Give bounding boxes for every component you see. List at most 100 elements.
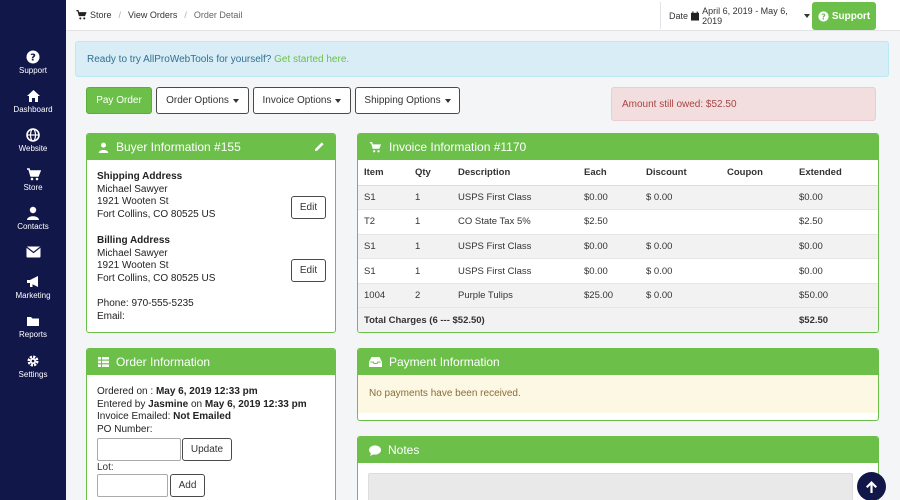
entered-by-line: Entered by Jasmine on May 6, 2019 12:33 … (97, 399, 325, 412)
breadcrumb: Store / View Orders / Order Detail (75, 9, 242, 20)
cell-item: S1 (358, 234, 409, 260)
notes-textarea[interactable] (368, 473, 853, 500)
sidebar-item-marketing-mail[interactable] (0, 246, 66, 284)
cart-icon (76, 9, 87, 20)
add-button[interactable]: Add (170, 474, 205, 497)
sidebar-item-contacts[interactable]: Contacts (0, 206, 66, 244)
cell-extended: $50.00 (793, 283, 878, 309)
breadcrumb-store-link[interactable]: Store (90, 9, 112, 20)
support-button[interactable]: ? Support (812, 2, 876, 30)
sidebar-item-support[interactable]: ? Support (0, 50, 66, 88)
promo-banner: Ready to try AllProWebTools for yourself… (75, 41, 889, 77)
sidebar-item-label: Contacts (17, 222, 49, 231)
invoice-emailed-label: Invoice Emailed: (97, 411, 171, 422)
cell-qty: 2 (409, 283, 452, 309)
edit-shipping-button[interactable]: Edit (291, 196, 326, 219)
list-icon (98, 357, 109, 367)
entered-by-label: Entered by (97, 398, 146, 410)
cell-extended: $0.00 (793, 258, 878, 284)
sidebar-item-dashboard[interactable]: Dashboard (0, 89, 66, 127)
promo-text: Ready to try AllProWebTools for yourself… (87, 54, 272, 65)
sidebar-item-settings[interactable]: Settings (0, 354, 66, 392)
cell-extended: $2.50 (793, 209, 878, 235)
invoice-emailed-line: Invoice Emailed: Not Emailed (97, 411, 325, 424)
arrow-up-icon (866, 480, 877, 493)
sidebar-item-label: Dashboard (13, 105, 53, 114)
po-number-label: PO Number: (97, 423, 153, 435)
order-info-title: Order Information (116, 355, 211, 369)
pay-order-button[interactable]: Pay Order (86, 87, 152, 114)
cell-description: USPS First Class (452, 234, 578, 260)
order-options-button[interactable]: Order Options (156, 87, 249, 114)
cell-qty: 1 (409, 185, 452, 211)
cell-description: Purple Tulips (452, 283, 578, 309)
comment-icon (369, 444, 381, 456)
sidebar-item-marketing[interactable]: Marketing (0, 275, 66, 313)
cell-description: CO State Tax 5% (452, 209, 578, 235)
order-info-header: Order Information (87, 349, 335, 375)
column-header: Description (452, 160, 578, 186)
user-icon (27, 206, 39, 220)
chevron-down-icon (444, 98, 451, 103)
buyer-email: Email: (97, 310, 125, 322)
notes-title: Notes (388, 443, 420, 457)
invoice-info-title: Invoice Information #1170 (389, 140, 527, 154)
entered-by-value: Jasmine (148, 398, 189, 410)
lot-input[interactable] (97, 474, 168, 497)
folder-icon (26, 317, 39, 326)
pencil-icon[interactable] (314, 141, 325, 152)
support-button-label: Support (831, 10, 871, 22)
buyer-info-title: Buyer Information #155 (116, 140, 241, 154)
get-started-link[interactable]: Get started here. (274, 54, 350, 65)
shipping-options-button[interactable]: Shipping Options (355, 87, 460, 114)
notes-header: Notes (358, 437, 878, 463)
cell-item: 1004 (358, 283, 409, 309)
cell-coupon (721, 234, 793, 260)
breadcrumb-view-orders-link[interactable]: View Orders (128, 9, 178, 20)
invoice-options-button[interactable]: Invoice Options (253, 87, 351, 114)
cell-coupon (721, 283, 793, 309)
entered-on-label: on (190, 398, 203, 410)
sidebar-item-website[interactable]: Website (0, 128, 66, 166)
cell-coupon (721, 209, 793, 235)
cell-item: T2 (358, 209, 409, 235)
billing-street: 1921 Wooten St (97, 260, 169, 271)
table-row: S1 1 USPS First Class $0.00 $ 0.00 $0.00 (358, 234, 878, 260)
cell-each: $0.00 (578, 234, 640, 260)
sidebar-item-store[interactable]: Store (0, 167, 66, 205)
chevron-down-icon (804, 13, 810, 18)
invoice-info-panel: Invoice Information #1170 Item Qty Descr… (357, 133, 879, 333)
invoice-options-label: Invoice Options (262, 95, 332, 106)
column-header: Coupon (721, 160, 793, 186)
billing-city: Fort Collins, CO 80525 US (97, 272, 216, 284)
cell-qty: 1 (409, 258, 452, 284)
cell-each: $2.50 (578, 209, 640, 235)
cell-description: USPS First Class (452, 258, 578, 284)
date-range-value: April 6, 2019 - May 6, 2019 (702, 5, 788, 26)
invoice-emailed-value: Not Emailed (173, 411, 231, 422)
sidebar-item-reports[interactable]: Reports (0, 315, 66, 353)
breadcrumb-separator: / (184, 9, 187, 20)
bullhorn-icon (26, 276, 38, 287)
cell-discount: $ 0.00 (640, 185, 721, 211)
table-row: T2 1 CO State Tax 5% $2.50 $2.50 (358, 209, 878, 235)
scroll-to-top-button[interactable] (857, 472, 886, 500)
top-bar: Store / View Orders / Order Detail Date … (66, 0, 900, 31)
shipping-options-label: Shipping Options (364, 95, 441, 106)
sidebar-item-label: Reports (18, 330, 47, 339)
cell-item: S1 (358, 258, 409, 284)
cell-discount (640, 209, 721, 235)
cart-icon (26, 168, 41, 181)
cell-discount: $ 0.00 (640, 258, 721, 284)
chevron-down-icon (335, 98, 342, 103)
buyer-info-header: Buyer Information #155 (87, 134, 335, 160)
cell-discount: $ 0.00 (640, 234, 721, 260)
envelope-icon (25, 246, 41, 258)
payment-info-panel: Payment Information No payments have bee… (357, 348, 879, 421)
edit-billing-button[interactable]: Edit (291, 259, 326, 282)
billing-address-title: Billing Address (97, 235, 170, 246)
date-range-picker[interactable]: Date April 6, 2019 - May 6, 2019 (660, 2, 810, 29)
cell-coupon (721, 185, 793, 211)
po-number-input[interactable] (97, 438, 181, 461)
update-button[interactable]: Update (182, 438, 232, 461)
